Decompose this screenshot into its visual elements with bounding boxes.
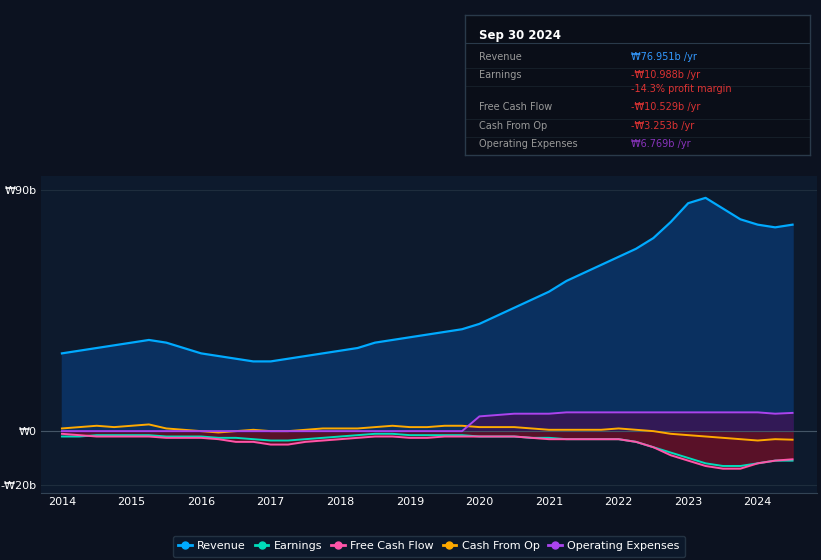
Text: -₩3.253b /yr: -₩3.253b /yr <box>631 120 694 130</box>
Text: -₩10.529b /yr: -₩10.529b /yr <box>631 102 700 113</box>
Text: ₩6.769b /yr: ₩6.769b /yr <box>631 139 690 149</box>
Text: -₩10.988b /yr: -₩10.988b /yr <box>631 70 699 80</box>
Text: Revenue: Revenue <box>479 52 521 62</box>
Text: Operating Expenses: Operating Expenses <box>479 139 577 149</box>
Text: Cash From Op: Cash From Op <box>479 120 547 130</box>
Text: Free Cash Flow: Free Cash Flow <box>479 102 552 113</box>
Text: ₩76.951b /yr: ₩76.951b /yr <box>631 52 696 62</box>
Text: Earnings: Earnings <box>479 70 521 80</box>
Text: -14.3% profit margin: -14.3% profit margin <box>631 84 732 94</box>
Legend: Revenue, Earnings, Free Cash Flow, Cash From Op, Operating Expenses: Revenue, Earnings, Free Cash Flow, Cash … <box>173 535 685 557</box>
Text: Sep 30 2024: Sep 30 2024 <box>479 29 561 42</box>
